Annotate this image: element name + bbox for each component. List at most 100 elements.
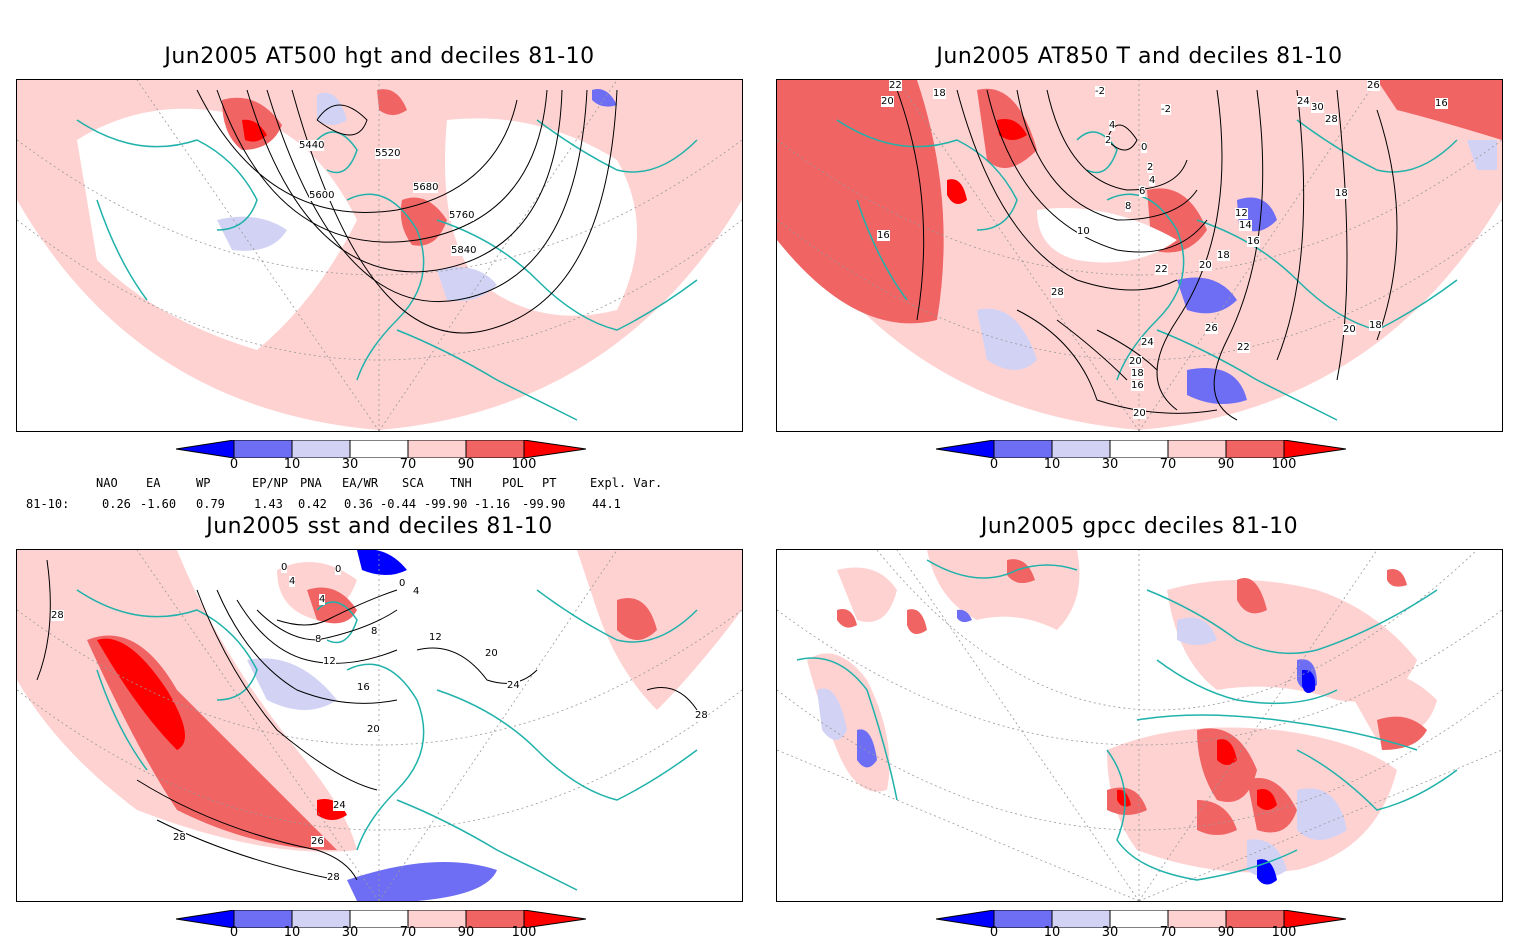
contour-label: 16 [1247,236,1260,247]
map-panel-at850: 22 20 18 -2 4 2 -2 0 2 4 6 8 10 12 14 16… [776,79,1503,432]
contour-label: 26 [1367,80,1380,91]
contour-label: 6 [1139,186,1146,197]
index-value: -0.44 [380,497,417,511]
contour-label: 18 [1335,188,1348,199]
contour-label: 12 [1235,208,1248,219]
contour-label: 8 [315,634,322,645]
shading-above-90 [400,197,447,246]
index-header: WP [196,476,211,490]
index-header: Expl. Var. [590,476,663,490]
colorbar-tick: 100 [1271,925,1297,940]
index-header: TNH [450,476,472,490]
index-header: SCA [402,476,424,490]
index-header: EP/NP [252,476,289,490]
index-value: -99.90 [522,497,566,511]
contour-label: 0 [1141,142,1148,153]
index-value: 0.36 [344,497,373,511]
colorbar-tick: 90 [457,925,475,940]
colorbar-tick: 0 [989,925,999,940]
index-value: -1.16 [474,497,511,511]
contour-label: 22 [1155,264,1168,275]
colorbar-sst [176,910,586,928]
panel-title-gpcc: Jun2005 gpcc deciles 81-10 [980,514,1299,539]
contour-label: 18 [1369,320,1382,331]
contour-label: 10 [1077,226,1090,237]
panel-title-sst: Jun2005 sst and deciles 81-10 [206,514,553,539]
contour-label: -2 [1161,104,1171,115]
contour-label: 18 [1131,368,1144,379]
colorbar-tick: 30 [1101,457,1119,472]
contour-label: 12 [323,656,336,667]
index-header: PNA [300,476,322,490]
contour-label: 24 [1141,337,1154,348]
map-at500 [17,80,742,431]
panel-title-at500: Jun2005 AT500 hgt and deciles 81-10 [164,44,595,69]
map-at850 [777,80,1502,431]
contour-label: 16 [357,682,370,693]
colorbar-tick: 70 [1159,925,1177,940]
index-value: -99.90 [424,497,468,511]
contour-label: 8 [371,626,378,637]
contour-label: 18 [933,88,946,99]
contour-label: 24 [333,800,346,811]
shading-below-30 [437,267,497,301]
contour-label: 30 [1311,102,1324,113]
contour-label: 12 [429,632,442,643]
colorbar-tick: 90 [1217,925,1235,940]
index-value: 44.1 [592,497,621,511]
index-header: EA/WR [342,476,379,490]
colorbar-tick: 70 [1159,457,1177,472]
contour-label: 20 [1343,324,1356,335]
colorbar-tick: 10 [1043,925,1061,940]
colorbar-gpcc [936,910,1346,928]
colorbar-tick: 10 [283,925,301,940]
colorbar-tick: 70 [399,457,417,472]
colorbar-tick: 0 [229,457,239,472]
contour-label: 0 [399,578,406,589]
shading-above-99 [242,119,267,142]
colorbar-tick: 30 [341,457,359,472]
shading-below-30 [317,92,347,125]
contour-label: 28 [327,872,340,883]
contour-label: 4 [289,576,296,587]
shading-above-90 [377,89,407,115]
map-panel-gpcc [776,549,1503,902]
colorbar-tick: 0 [229,925,239,940]
contour-label: 14 [1239,220,1252,231]
contour-label: 28 [51,610,64,621]
shading-below-30 [217,216,287,251]
contour-label: 5600 [309,190,335,201]
colorbar-tick: 10 [1043,457,1061,472]
panel-title-at850: Jun2005 AT850 T and deciles 81-10 [936,44,1343,69]
contour-label: 24 [507,680,520,691]
colorbar-tick: 30 [341,925,359,940]
contour-label: 16 [1131,380,1144,391]
colorbar-tick: 100 [1271,457,1297,472]
contour-label: 5520 [375,148,401,159]
contour-label: 24 [1297,96,1310,107]
contour-label: 20 [367,724,380,735]
colorbar-tick: 30 [1101,925,1119,940]
index-value: -1.60 [140,497,177,511]
contour-label: 20 [1199,260,1212,271]
colorbar-tick: 0 [989,457,999,472]
index-header: POL [502,476,524,490]
contour-label: 26 [1205,323,1218,334]
contour-label: 20 [1129,356,1142,367]
contour-label: 26 [311,836,324,847]
contour-label: 16 [877,230,890,241]
colorbar-tick: 70 [399,925,417,940]
contour-label: 2 [1147,162,1154,173]
index-header: NAO [96,476,118,490]
index-header: EA [146,476,161,490]
contour-label: 8 [1125,201,1132,212]
contour-label: 20 [485,648,498,659]
contour-label: 5840 [451,245,477,256]
contour-label: -2 [1095,86,1105,97]
contour-label: 5760 [449,210,475,221]
colorbar-tick: 10 [283,457,301,472]
contour-label: 0 [281,562,288,573]
colorbar-at500 [176,440,586,458]
contour-label: 16 [1435,98,1448,109]
height-contours [196,89,618,334]
